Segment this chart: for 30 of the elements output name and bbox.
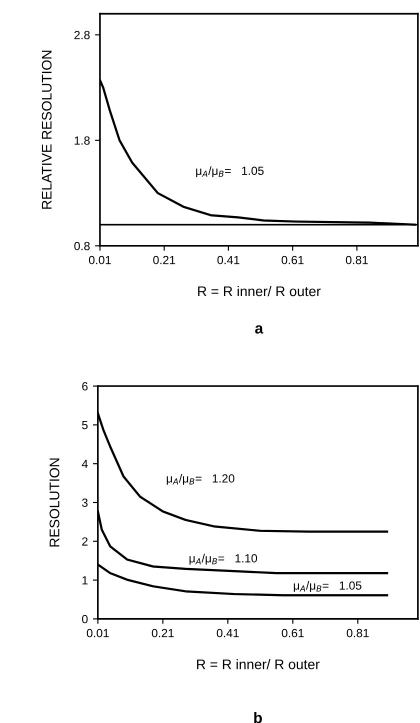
y-tick-label: 1	[82, 576, 88, 584]
x-tick-label: 0.81	[346, 256, 368, 264]
y-tick-label: 0	[82, 614, 88, 624]
x-tick-label: 0.01	[86, 628, 109, 638]
x-tick-label: 0.81	[346, 628, 369, 638]
y-axis-title: RESOLUTION	[50, 458, 60, 546]
x-tick-label: 0.01	[88, 256, 111, 264]
x-tick-label: 0.61	[282, 256, 304, 264]
x-tick-label: 0.21	[152, 628, 174, 638]
y-tick-label: 2	[82, 537, 88, 546]
x-tick-label: 0.41	[217, 256, 240, 264]
text: μ$_{A}$/μ$_{B}$= 1.20	[166, 474, 234, 485]
y-tick-label: 6	[82, 382, 88, 390]
text: b	[254, 712, 262, 723]
y-axis-title: RELATIVE RESOLUTION	[42, 50, 52, 209]
series-label: μ$_{A}$/μ$_{B}$= 1.10	[190, 554, 258, 565]
y-tick-label: 4	[82, 460, 88, 468]
y-tick-label: 3	[82, 498, 88, 507]
text: a	[255, 325, 264, 334]
y-tick-label: 5	[82, 421, 88, 430]
x-tick-label: 0.41	[216, 628, 239, 638]
x-axis-title: R = R inner/ R outer	[197, 659, 320, 670]
y-tick-label: 2.8	[74, 30, 90, 40]
y-tick-label: 1.8	[74, 136, 90, 145]
text: μ$_{A}$/μ$_{B}$= 1.05	[196, 166, 264, 178]
x-tick-label: 0.21	[153, 256, 176, 264]
y-tick-label: 0.8	[74, 242, 90, 250]
series-label: μ$_{A}$/μ$_{B}$= 1.05	[294, 581, 362, 592]
x-axis-title: R = R inner/ R outer	[198, 286, 321, 296]
x-tick-label: 0.61	[282, 628, 304, 638]
